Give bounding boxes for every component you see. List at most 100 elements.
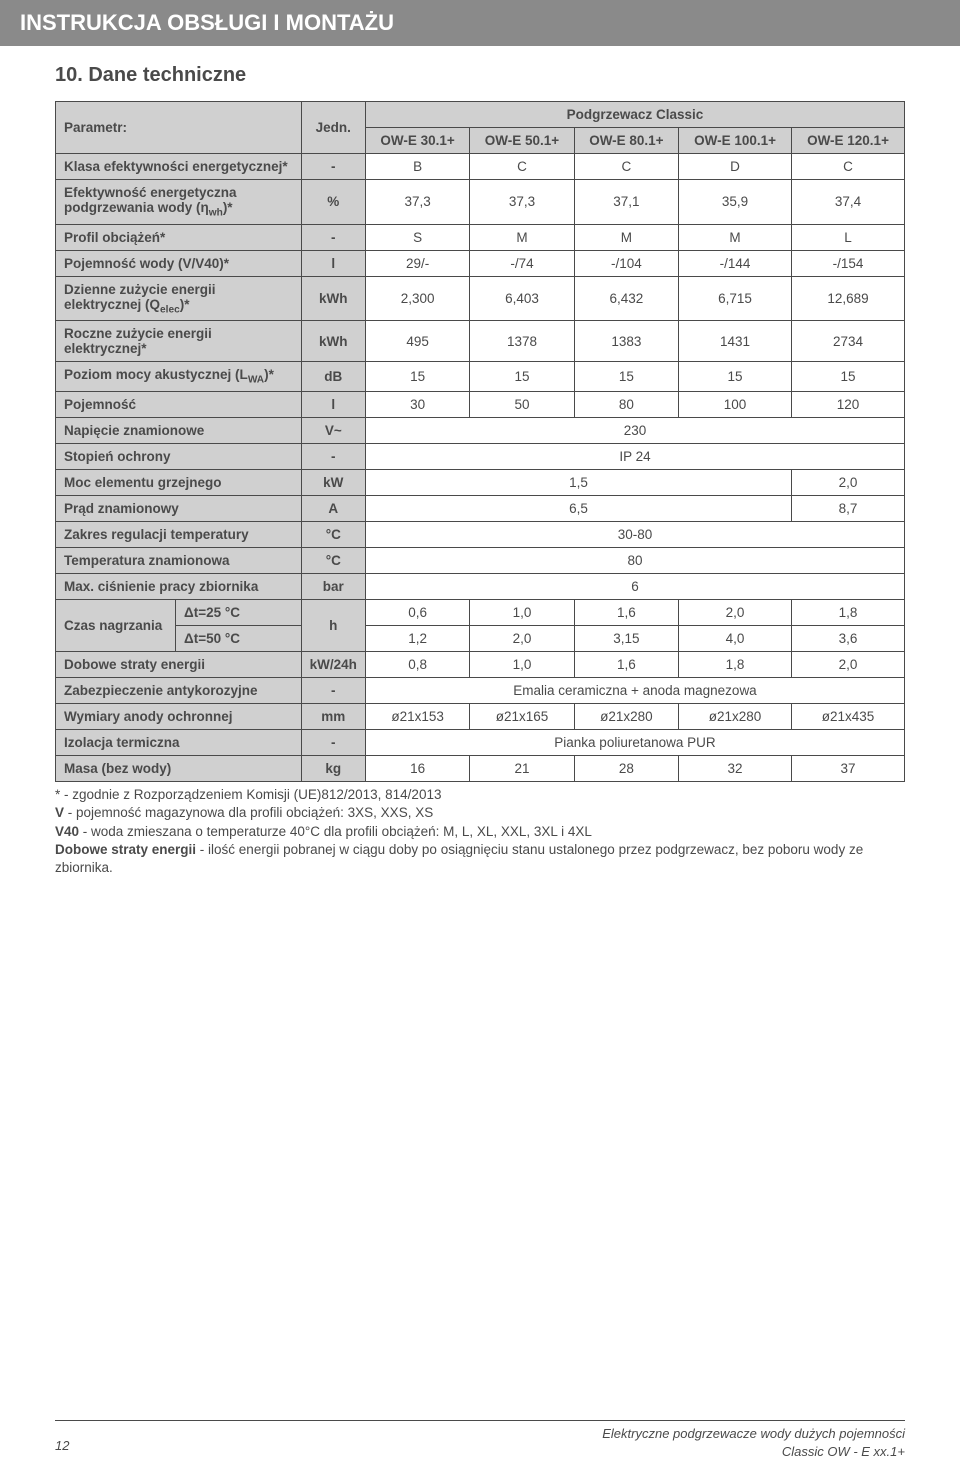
header-bar: INSTRUKCJA OBSŁUGI I MONTAŻU <box>0 0 960 46</box>
cell: 1378 <box>470 321 574 362</box>
row-label: Efektywność energetyczna podgrzewania wo… <box>56 180 302 225</box>
cell: 2,0 <box>792 470 905 496</box>
cell: 15 <box>365 362 469 392</box>
row-unit: h <box>301 600 365 652</box>
cell: -/74 <box>470 250 574 276</box>
footer-line2: Classic OW - E xx.1+ <box>602 1443 905 1461</box>
table-row: Wymiary anody ochronnej mm ø21x153 ø21x1… <box>56 704 905 730</box>
cell: C <box>574 154 678 180</box>
cell: 15 <box>470 362 574 392</box>
cell: 15 <box>792 362 905 392</box>
cell: 1383 <box>574 321 678 362</box>
table-row: Czas nagrzania Δt=25 °C h 0,6 1,0 1,6 2,… <box>56 600 905 626</box>
cell: 29/- <box>365 250 469 276</box>
cell: 1,2 <box>365 626 469 652</box>
row-label: Stopień ochrony <box>56 444 302 470</box>
cell: 3,6 <box>792 626 905 652</box>
footer-right: Elektryczne podgrzewacze wody dużych poj… <box>602 1425 905 1460</box>
cell: M <box>574 224 678 250</box>
table-row: Zabezpieczenie antykorozyjne - Emalia ce… <box>56 678 905 704</box>
row-unit: kW/24h <box>301 652 365 678</box>
cell: Emalia ceramiczna + anoda magnezowa <box>365 678 904 704</box>
cell: 0,6 <box>365 600 469 626</box>
cell: M <box>470 224 574 250</box>
row-unit: - <box>301 444 365 470</box>
row-unit: - <box>301 678 365 704</box>
cell: 1,0 <box>470 652 574 678</box>
cell: 0,8 <box>365 652 469 678</box>
cell: Pianka poliuretanowa PUR <box>365 730 904 756</box>
cell: 50 <box>470 392 574 418</box>
cell: 1,8 <box>679 652 792 678</box>
group-header: Podgrzewacz Classic <box>365 102 904 128</box>
cell: 30-80 <box>365 522 904 548</box>
row-label: Izolacja termiczna <box>56 730 302 756</box>
cell: 1,8 <box>792 600 905 626</box>
row-unit: °C <box>301 522 365 548</box>
row-unit: kW <box>301 470 365 496</box>
cell: 15 <box>574 362 678 392</box>
content: 10. Dane techniczne Parametr: Jedn. Podg… <box>0 46 960 877</box>
cell: 6 <box>365 574 904 600</box>
cell: 495 <box>365 321 469 362</box>
row-unit: V~ <box>301 418 365 444</box>
table-row: Δt=50 °C 1,2 2,0 3,15 4,0 3,6 <box>56 626 905 652</box>
row-label: Klasa efektywności energetycznej* <box>56 154 302 180</box>
cell: 2,0 <box>679 600 792 626</box>
row-unit: mm <box>301 704 365 730</box>
row-label: Pojemność <box>56 392 302 418</box>
cell: C <box>792 154 905 180</box>
note-text: - woda zmieszana o temperaturze 40°C dla… <box>79 824 592 839</box>
table-row: Klasa efektywności energetycznej* - B C … <box>56 154 905 180</box>
table-row: Max. ciśnienie pracy zbiornika bar 6 <box>56 574 905 600</box>
table-row: Efektywność energetyczna podgrzewania wo… <box>56 180 905 225</box>
row-label: Temperatura znamionowa <box>56 548 302 574</box>
table-row: Poziom mocy akustycznej (LWA)* dB 15 15 … <box>56 362 905 392</box>
row-unit: °C <box>301 548 365 574</box>
model-col: OW-E 120.1+ <box>792 128 905 154</box>
table-row: Masa (bez wody) kg 16 21 28 32 37 <box>56 756 905 782</box>
cell: ø21x165 <box>470 704 574 730</box>
header-title: INSTRUKCJA OBSŁUGI I MONTAŻU <box>20 10 394 35</box>
cell: 37,1 <box>574 180 678 225</box>
table-row: Profil obciążeń* - S M M M L <box>56 224 905 250</box>
cell: 120 <box>792 392 905 418</box>
cell: B <box>365 154 469 180</box>
cell: ø21x153 <box>365 704 469 730</box>
cell: M <box>679 224 792 250</box>
row-label: Dobowe straty energii <box>56 652 302 678</box>
cell: D <box>679 154 792 180</box>
row-label: Moc elementu grzejnego <box>56 470 302 496</box>
cell: 8,7 <box>792 496 905 522</box>
model-col: OW-E 80.1+ <box>574 128 678 154</box>
row-unit: kWh <box>301 276 365 321</box>
table-row: Izolacja termiczna - Pianka poliuretanow… <box>56 730 905 756</box>
cell: 2,0 <box>792 652 905 678</box>
footer-line1: Elektryczne podgrzewacze wody dużych poj… <box>602 1425 905 1443</box>
cell: ø21x435 <box>792 704 905 730</box>
row-label: Masa (bez wody) <box>56 756 302 782</box>
row-unit: bar <box>301 574 365 600</box>
model-col: OW-E 30.1+ <box>365 128 469 154</box>
row-unit: - <box>301 224 365 250</box>
unit-header: Jedn. <box>301 102 365 154</box>
cell: 37,3 <box>365 180 469 225</box>
table-row: Stopień ochrony - IP 24 <box>56 444 905 470</box>
table-row: Dobowe straty energii kW/24h 0,8 1,0 1,6… <box>56 652 905 678</box>
table-row: Prąd znamionowy A 6,5 8,7 <box>56 496 905 522</box>
row-label: Roczne zużycie energii elektrycznej* <box>56 321 302 362</box>
cell: ø21x280 <box>679 704 792 730</box>
cell: -/104 <box>574 250 678 276</box>
cell: 1,0 <box>470 600 574 626</box>
row-sublabel: Δt=50 °C <box>176 626 302 652</box>
note-line: V40 - woda zmieszana o temperaturze 40°C… <box>55 823 905 841</box>
row-unit: l <box>301 250 365 276</box>
spec-table: Parametr: Jedn. Podgrzewacz Classic OW-E… <box>55 101 905 782</box>
cell: 30 <box>365 392 469 418</box>
row-unit: dB <box>301 362 365 392</box>
cell: 32 <box>679 756 792 782</box>
cell: 15 <box>679 362 792 392</box>
table-row: Pojemność l 30 50 80 100 120 <box>56 392 905 418</box>
cell: 3,15 <box>574 626 678 652</box>
row-label: Poziom mocy akustycznej (LWA)* <box>56 362 302 392</box>
